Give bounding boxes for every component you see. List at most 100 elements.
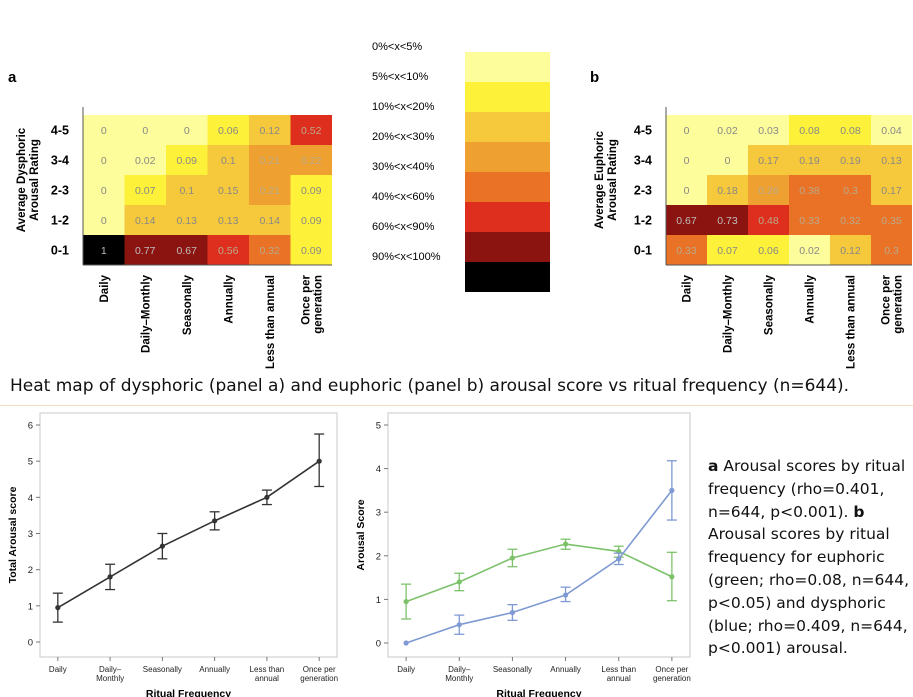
data-point xyxy=(212,518,218,524)
y-tick-label: 4 xyxy=(376,464,381,475)
heatmap-cell xyxy=(666,205,707,235)
heatmap-cell xyxy=(249,115,291,145)
column-tick-label-line: Seasonally xyxy=(764,274,776,335)
cell-value-label: 0.3 xyxy=(884,245,899,257)
panel-label: a xyxy=(8,69,17,86)
x-tick-label: Monthly xyxy=(445,674,473,683)
data-point xyxy=(562,541,569,547)
heatmap-cell xyxy=(748,235,789,265)
column-tick-label-line: Once per xyxy=(881,274,893,324)
plot-frame xyxy=(387,412,691,658)
legend-swatch xyxy=(465,262,550,292)
column-tick-label: Annually xyxy=(223,274,235,323)
heatmap-cell xyxy=(871,175,912,205)
y-tick-label: 2 xyxy=(28,565,33,576)
y-axis-title-line: Arousal Rating xyxy=(607,139,619,221)
column-tick-label-line: generation xyxy=(893,275,905,334)
column-tick-label: Once per generation xyxy=(300,274,324,333)
x-tick-label: Daily xyxy=(397,665,415,674)
data-point xyxy=(403,598,409,605)
row-tick-label: 0-1 xyxy=(51,244,69,258)
cell-value-label: 0.19 xyxy=(799,155,820,167)
cell-value-label: 1 xyxy=(101,245,107,257)
cell-value-label: 0.33 xyxy=(676,245,697,257)
heatmap-cell xyxy=(207,115,249,145)
cell-value-label: 0.38 xyxy=(799,185,820,197)
heatmap-cell xyxy=(166,145,208,175)
cell-value-label: 0.08 xyxy=(840,125,861,137)
column-tick-label-line: Seasonally xyxy=(182,274,194,335)
x-tick-label: generation xyxy=(653,674,691,683)
cell-value-label: 0.09 xyxy=(301,245,322,257)
data-point xyxy=(55,605,61,611)
column-tick-label-line: Daily–Monthly xyxy=(140,274,152,353)
heatmap-cell xyxy=(207,205,249,235)
x-tick-label: Seasonally xyxy=(143,665,182,674)
legend-label: 60%<x<90% xyxy=(372,221,435,233)
y-axis-title-text: Arousal Score xyxy=(355,499,367,570)
heatmap-cell xyxy=(707,235,748,265)
data-point xyxy=(159,543,165,549)
heatmap-cell xyxy=(707,205,748,235)
cell-value-label: 0.09 xyxy=(301,215,322,227)
heatmap-cell xyxy=(83,235,125,265)
cell-value-label: 0.35 xyxy=(881,215,902,227)
y-tick-label: 3 xyxy=(28,529,33,540)
data-point xyxy=(669,574,675,580)
legend-label: 20%<x<30% xyxy=(372,131,435,143)
column-tick-label: Annually xyxy=(805,274,817,323)
x-tick-label: Less than xyxy=(250,665,285,674)
row-tick-label: 1-2 xyxy=(634,214,652,228)
row-tick-label: 4-5 xyxy=(51,124,69,138)
x-tick-label: Monthly xyxy=(96,674,124,683)
heatmap-cell xyxy=(249,235,291,265)
column-tick-label-line: Annually xyxy=(805,274,817,323)
cell-value-label: 0.14 xyxy=(260,215,281,227)
cell-value-label: 0.3 xyxy=(843,185,858,197)
heatmap-cell xyxy=(207,145,249,175)
legend-label: 30%<x<40% xyxy=(372,161,435,173)
cell-value-label: 0.13 xyxy=(177,215,198,227)
heatmap-cell xyxy=(207,175,249,205)
panel-label: b xyxy=(590,69,599,86)
cell-value-label: 0.67 xyxy=(177,245,198,257)
cell-value-label: 0.77 xyxy=(135,245,156,257)
cell-value-label: 0.22 xyxy=(301,155,322,167)
heatmap-cell xyxy=(249,205,291,235)
heatmap-cell xyxy=(290,175,332,205)
data-point xyxy=(509,555,516,561)
cell-value-label: 0 xyxy=(101,155,107,167)
heatmap-cell xyxy=(124,115,166,145)
x-axis-title: Ritual Frequency xyxy=(496,688,581,697)
row-tick-label: 2-3 xyxy=(51,184,69,198)
heatmap-cell xyxy=(830,145,871,175)
legend-label: 10%<x<20% xyxy=(372,101,435,113)
side-caption-a-text: Arousal scores by ritual frequency (rho=… xyxy=(708,457,906,521)
column-tick-label: Daily xyxy=(99,274,111,302)
cell-value-label: 0.1 xyxy=(179,185,194,197)
y-tick-label: 6 xyxy=(28,421,33,432)
legend-label: 0%<x<5% xyxy=(372,41,422,53)
heatmap-cell xyxy=(707,115,748,145)
heatmap-cell xyxy=(207,235,249,265)
row-tick-label: 2-3 xyxy=(634,184,652,198)
x-tick-label: Daily xyxy=(49,665,67,674)
x-tick-label: annual xyxy=(607,674,631,683)
data-point xyxy=(107,574,113,580)
row-tick-label: 3-4 xyxy=(51,154,69,168)
x-tick-label: Daily– xyxy=(448,665,471,674)
heatmap-cell xyxy=(707,175,748,205)
heatmap-cell xyxy=(290,115,332,145)
heatmap-cell xyxy=(83,145,125,175)
column-tick-label-line: Daily–Monthly xyxy=(723,274,735,353)
y-tick-label: 1 xyxy=(28,601,33,612)
x-tick-label: Seasonally xyxy=(493,665,532,674)
cell-value-label: 0 xyxy=(184,125,190,137)
y-axis-title-line: Average Dysphoric xyxy=(16,127,28,232)
y-tick-label: 1 xyxy=(376,595,381,606)
cell-value-label: 0.26 xyxy=(758,185,779,197)
column-tick-label-line: Less than annual xyxy=(846,275,858,369)
plot-frame xyxy=(39,412,338,658)
data-point xyxy=(669,487,675,493)
heatmap-cell xyxy=(830,115,871,145)
